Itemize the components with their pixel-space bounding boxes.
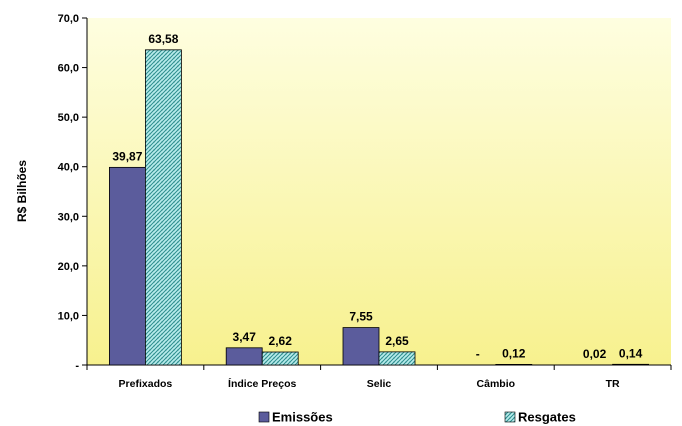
y-tick-label: 40,0 <box>58 162 79 174</box>
y-tick-label: 60,0 <box>58 63 79 75</box>
y-tick-label: 70,0 <box>58 13 79 25</box>
data-label-emissoes: 0,02 <box>583 347 607 361</box>
bar-resgates <box>378 351 416 366</box>
legend-label-resgates: Resgates <box>518 410 576 425</box>
y-tick-label: 30,0 <box>58 211 79 223</box>
bar-emissoes <box>342 327 380 366</box>
y-tick-label: - <box>75 360 79 372</box>
legend: Emissões Resgates <box>258 410 576 425</box>
data-label-resgates: 0,12 <box>502 346 526 360</box>
bar-emissoes <box>225 347 263 366</box>
bar-resgates <box>261 351 299 366</box>
plot-area <box>87 18 671 365</box>
bar-resgates <box>495 364 533 366</box>
data-label-emissoes: 39,87 <box>112 149 142 163</box>
y-tick-label: 20,0 <box>58 261 79 273</box>
x-axis: Prefixados Índice Preços Selic Câmbio TR <box>86 364 672 390</box>
data-label-resgates: 63,58 <box>148 32 178 46</box>
bar-resgates <box>144 49 182 366</box>
data-label-emissoes: - <box>476 347 480 361</box>
x-category-label: Prefixados <box>119 378 173 390</box>
y-tick-label: 10,0 <box>58 310 79 322</box>
y-axis-title: R$ Bilhões <box>15 160 29 222</box>
x-category-label: Índice Preços <box>228 377 296 390</box>
x-category-label: Câmbio <box>477 378 516 390</box>
x-category-label: TR <box>606 378 620 390</box>
data-label-resgates: 2,65 <box>385 334 409 348</box>
legend-swatch-emissoes <box>258 411 270 423</box>
bar-emissoes <box>109 166 146 366</box>
data-label-resgates: 0,14 <box>619 346 643 360</box>
y-axis: - 10,0 20,0 30,0 40,0 50,0 60,0 70,0 <box>58 13 88 372</box>
data-labels: 39,87 3,47 7,55 - 0,02 63,58 2,62 2,65 0,12 0,14 <box>112 32 642 361</box>
data-label-emissoes: 7,55 <box>349 310 373 324</box>
y-tick-label: 50,0 <box>58 112 79 124</box>
bar-resgates <box>612 363 649 366</box>
bars <box>109 49 649 366</box>
data-label-resgates: 2,62 <box>269 334 293 348</box>
data-label-emissoes: 3,47 <box>233 330 257 344</box>
legend-swatch-resgates <box>504 411 516 423</box>
legend-label-emissoes: Emissões <box>272 410 333 425</box>
x-category-label: Selic <box>367 378 392 390</box>
